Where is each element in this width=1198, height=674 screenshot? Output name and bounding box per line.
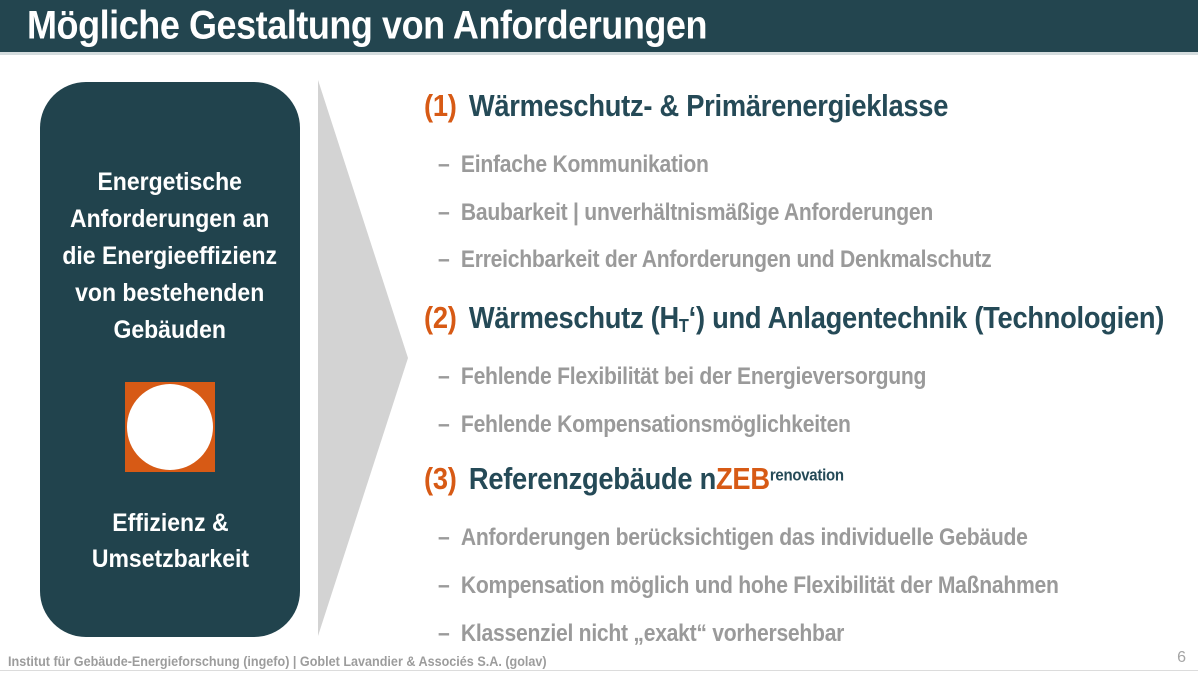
heading-text-part: Referenzgebäude n [468, 461, 717, 496]
panel-top-line: Anforderungen an [70, 205, 270, 233]
section-2-bullet-2: – Fehlende Kompensationsmöglichkeiten [438, 411, 851, 439]
section-3-heading-text: Referenzgebäude nZEBrenovation [469, 461, 844, 496]
panel-bottom-line: Effizienz & [111, 509, 229, 537]
section-1-bullet-3: – Erreichbarkeit der Anforderungen und De… [438, 246, 992, 274]
section-3-bullet-3: – Klassenziel nicht „exakt“ vorhersehbar [438, 620, 844, 648]
section-2-heading-text: Wärmeschutz (HT‘) und Anlagentechnik (Te… [468, 300, 1165, 337]
bullet-text: Einfache Kommunikation [460, 151, 709, 178]
panel-top-line: von bestehenden [75, 279, 265, 307]
footer-credits: Institut für Gebäude-Energieforschung (i… [8, 653, 547, 669]
dash-bullet: – [438, 246, 450, 273]
dash-bullet: – [438, 363, 450, 390]
section-2-number: (2) [424, 300, 457, 335]
section-1-bullet-1: – Einfache Kommunikation [438, 151, 709, 179]
dash-bullet: – [438, 411, 450, 438]
page-number: 6 [1177, 649, 1186, 666]
bullet-text: Klassenziel nicht „exakt“ vorhersehbar [460, 620, 845, 647]
bullet-text: Baubarkeit | unverhältnismäßige Anforder… [460, 199, 933, 226]
section-3-heading: (3) Referenzgebäude nZEBrenovation [424, 461, 844, 497]
left-panel: Energetische Anforderungen an die Energi… [40, 82, 300, 637]
section-3-number: (3) [424, 461, 457, 496]
section-1-heading: (1) Wärmeschutz- & Primärenergieklasse [424, 88, 948, 124]
dash-bullet: – [438, 620, 450, 647]
section-1-heading-text: Wärmeschutz- & Primärenergieklasse [468, 88, 949, 123]
dash-bullet: – [438, 199, 450, 226]
bullet-text: Fehlende Flexibilität bei der Energiever… [460, 363, 927, 390]
dash-bullet: – [438, 524, 450, 551]
dash-bullet: – [438, 151, 450, 178]
dash-bullet: – [438, 572, 450, 599]
section-2-heading: (2) Wärmeschutz (HT‘) und Anlagentechnik … [424, 300, 1164, 337]
footer-divider [0, 670, 1198, 671]
section-1-number: (1) [424, 88, 457, 123]
arrow-right-shape [318, 80, 408, 636]
section-1-bullet-2: – Baubarkeit | unverhältnismäßige Anforde… [438, 199, 933, 227]
section-3-bullet-1: – Anforderungen berücksichtigen das indiv… [438, 524, 1028, 552]
bullet-text: Kompensation möglich und hohe Flexibilit… [460, 572, 1059, 599]
section-3-bullet-2: – Kompensation möglich und hohe Flexibili… [438, 572, 1059, 600]
heading-highlight: ZEB [716, 461, 770, 496]
panel-top-line: die Energieeffizienz [62, 242, 278, 270]
slide-header: Mögliche Gestaltung von Anforderungen [0, 0, 1198, 55]
panel-bottom-line: Umsetzbarkeit [91, 545, 249, 573]
heading-superscript: renovation [769, 465, 844, 485]
heading-text-part: Wärmeschutz (H [468, 300, 679, 335]
bullet-text: Erreichbarkeit der Anforderungen und Den… [460, 246, 992, 273]
bullet-text: Anforderungen berücksichtigen das indivi… [460, 524, 1028, 551]
panel-top-line: Gebäuden [113, 316, 227, 344]
bullet-text: Fehlende Kompensationsmöglichkeiten [460, 411, 851, 438]
heading-text-part: ‘) und Anlagentechnik (Technologien) [688, 300, 1165, 335]
panel-bottom-text: Effizienz & Umsetzbarkeit [85, 505, 256, 577]
heading-subscript: T [678, 315, 689, 337]
section-2-bullet-1: – Fehlende Flexibilität bei der Energieve… [438, 363, 926, 391]
panel-top-text: Energetische Anforderungen an die Energi… [53, 164, 286, 349]
circle-in-square-icon [125, 382, 215, 472]
panel-top-line: Energetische [97, 168, 243, 196]
circle-shape [127, 384, 213, 470]
slide-title: Mögliche Gestaltung von Anforderungen [27, 3, 708, 48]
